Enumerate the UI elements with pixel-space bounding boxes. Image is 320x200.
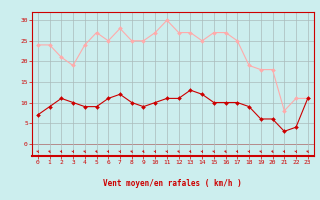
X-axis label: Vent moyen/en rafales ( km/h ): Vent moyen/en rafales ( km/h ) [103,179,242,188]
